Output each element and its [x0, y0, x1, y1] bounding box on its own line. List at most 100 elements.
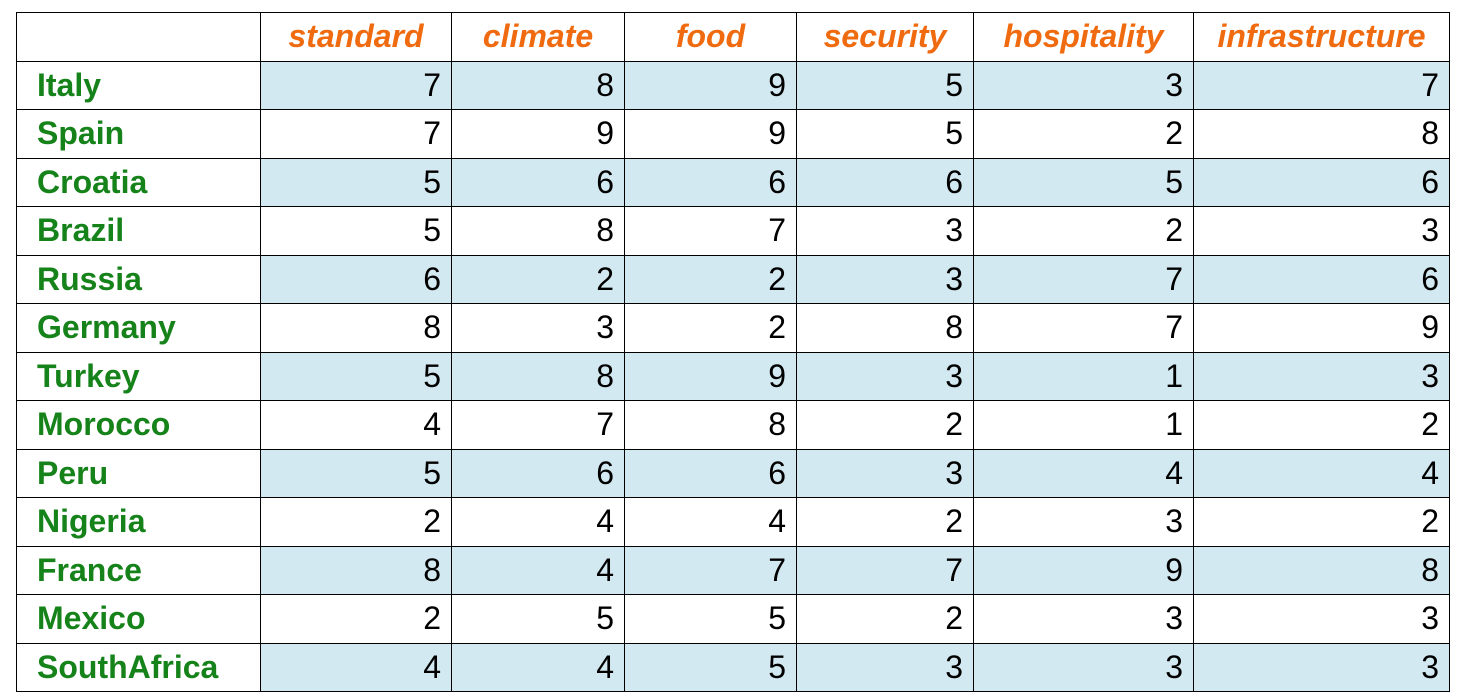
value-cell-standard: 6	[260, 254, 452, 304]
value-cell-security: 2	[796, 400, 974, 450]
country-rating-table-container: standard climate food security hospitali…	[16, 12, 1450, 692]
column-header-security: security	[796, 12, 974, 62]
row-label: Croatia	[16, 157, 261, 207]
row-label: Mexico	[16, 594, 261, 644]
table-row: Peru 5 6 6 3 4 4	[16, 448, 1450, 498]
value-cell-infrastructure: 3	[1193, 351, 1450, 401]
value-cell-standard: 8	[260, 545, 452, 595]
value-cell-food: 9	[624, 109, 797, 159]
table-row: Spain 7 9 9 5 2 8	[16, 109, 1450, 159]
value-cell-standard: 5	[260, 157, 452, 207]
table-row: Croatia 5 6 6 6 5 6	[16, 157, 1450, 207]
value-cell-security: 3	[796, 206, 974, 256]
value-cell-hospitality: 4	[973, 448, 1194, 498]
value-cell-security: 3	[796, 351, 974, 401]
value-cell-climate: 5	[451, 594, 625, 644]
value-cell-food: 4	[624, 497, 797, 547]
value-cell-food: 9	[624, 351, 797, 401]
value-cell-standard: 2	[260, 497, 452, 547]
value-cell-standard: 8	[260, 303, 452, 353]
value-cell-food: 6	[624, 157, 797, 207]
value-cell-standard: 7	[260, 60, 452, 110]
value-cell-security: 6	[796, 157, 974, 207]
table-row: Brazil 5 8 7 3 2 3	[16, 206, 1450, 256]
value-cell-security: 3	[796, 642, 974, 692]
value-cell-hospitality: 5	[973, 157, 1194, 207]
value-cell-security: 8	[796, 303, 974, 353]
corner-cell	[16, 12, 261, 62]
value-cell-hospitality: 1	[973, 351, 1194, 401]
table-row: Turkey 5 8 9 3 1 3	[16, 351, 1450, 401]
value-cell-climate: 4	[451, 642, 625, 692]
value-cell-standard: 5	[260, 206, 452, 256]
value-cell-food: 6	[624, 448, 797, 498]
row-label: SouthAfrica	[16, 642, 261, 692]
value-cell-food: 8	[624, 400, 797, 450]
value-cell-hospitality: 3	[973, 642, 1194, 692]
column-header-climate: climate	[451, 12, 625, 62]
value-cell-food: 9	[624, 60, 797, 110]
row-label: Germany	[16, 303, 261, 353]
value-cell-standard: 5	[260, 448, 452, 498]
value-cell-infrastructure: 8	[1193, 109, 1450, 159]
value-cell-infrastructure: 9	[1193, 303, 1450, 353]
value-cell-food: 2	[624, 303, 797, 353]
value-cell-security: 2	[796, 497, 974, 547]
value-cell-food: 7	[624, 545, 797, 595]
header-row: standard climate food security hospitali…	[16, 12, 1450, 62]
column-header-infrastructure: infrastructure	[1193, 12, 1450, 62]
value-cell-climate: 6	[451, 157, 625, 207]
row-label: Spain	[16, 109, 261, 159]
value-cell-standard: 7	[260, 109, 452, 159]
table-row: Germany 8 3 2 8 7 9	[16, 303, 1450, 353]
table-row: Morocco 4 7 8 2 1 2	[16, 400, 1450, 450]
table-body: Italy 7 8 9 5 3 7 Spain 7 9 9 5 2 8 Croatia 5 6 6 6 5 6 Brazi…	[16, 60, 1450, 692]
value-cell-security: 7	[796, 545, 974, 595]
value-cell-standard: 2	[260, 594, 452, 644]
value-cell-hospitality: 7	[973, 303, 1194, 353]
value-cell-food: 7	[624, 206, 797, 256]
value-cell-infrastructure: 6	[1193, 254, 1450, 304]
value-cell-climate: 8	[451, 206, 625, 256]
table-row: Nigeria 2 4 4 2 3 2	[16, 497, 1450, 547]
value-cell-standard: 5	[260, 351, 452, 401]
value-cell-climate: 4	[451, 497, 625, 547]
table-row: SouthAfrica 4 4 5 3 3 3	[16, 642, 1450, 692]
value-cell-climate: 4	[451, 545, 625, 595]
column-header-food: food	[624, 12, 797, 62]
value-cell-standard: 4	[260, 642, 452, 692]
value-cell-food: 5	[624, 642, 797, 692]
table-row: Italy 7 8 9 5 3 7	[16, 60, 1450, 110]
row-label: Peru	[16, 448, 261, 498]
table-row: France 8 4 7 7 9 8	[16, 545, 1450, 595]
value-cell-climate: 2	[451, 254, 625, 304]
value-cell-security: 3	[796, 254, 974, 304]
value-cell-security: 3	[796, 448, 974, 498]
row-label: Turkey	[16, 351, 261, 401]
row-label: Italy	[16, 60, 261, 110]
value-cell-food: 2	[624, 254, 797, 304]
value-cell-hospitality: 3	[973, 60, 1194, 110]
row-label: Nigeria	[16, 497, 261, 547]
value-cell-climate: 8	[451, 60, 625, 110]
value-cell-infrastructure: 4	[1193, 448, 1450, 498]
country-rating-table: standard climate food security hospitali…	[16, 12, 1450, 692]
value-cell-standard: 4	[260, 400, 452, 450]
value-cell-hospitality: 3	[973, 594, 1194, 644]
value-cell-climate: 3	[451, 303, 625, 353]
value-cell-climate: 6	[451, 448, 625, 498]
value-cell-infrastructure: 3	[1193, 642, 1450, 692]
row-label: Morocco	[16, 400, 261, 450]
value-cell-climate: 7	[451, 400, 625, 450]
row-label: Russia	[16, 254, 261, 304]
value-cell-infrastructure: 8	[1193, 545, 1450, 595]
value-cell-climate: 9	[451, 109, 625, 159]
row-label: Brazil	[16, 206, 261, 256]
row-label: France	[16, 545, 261, 595]
table-row: Russia 6 2 2 3 7 6	[16, 254, 1450, 304]
value-cell-infrastructure: 2	[1193, 497, 1450, 547]
value-cell-security: 2	[796, 594, 974, 644]
value-cell-infrastructure: 3	[1193, 594, 1450, 644]
value-cell-hospitality: 3	[973, 497, 1194, 547]
column-header-hospitality: hospitality	[973, 12, 1194, 62]
